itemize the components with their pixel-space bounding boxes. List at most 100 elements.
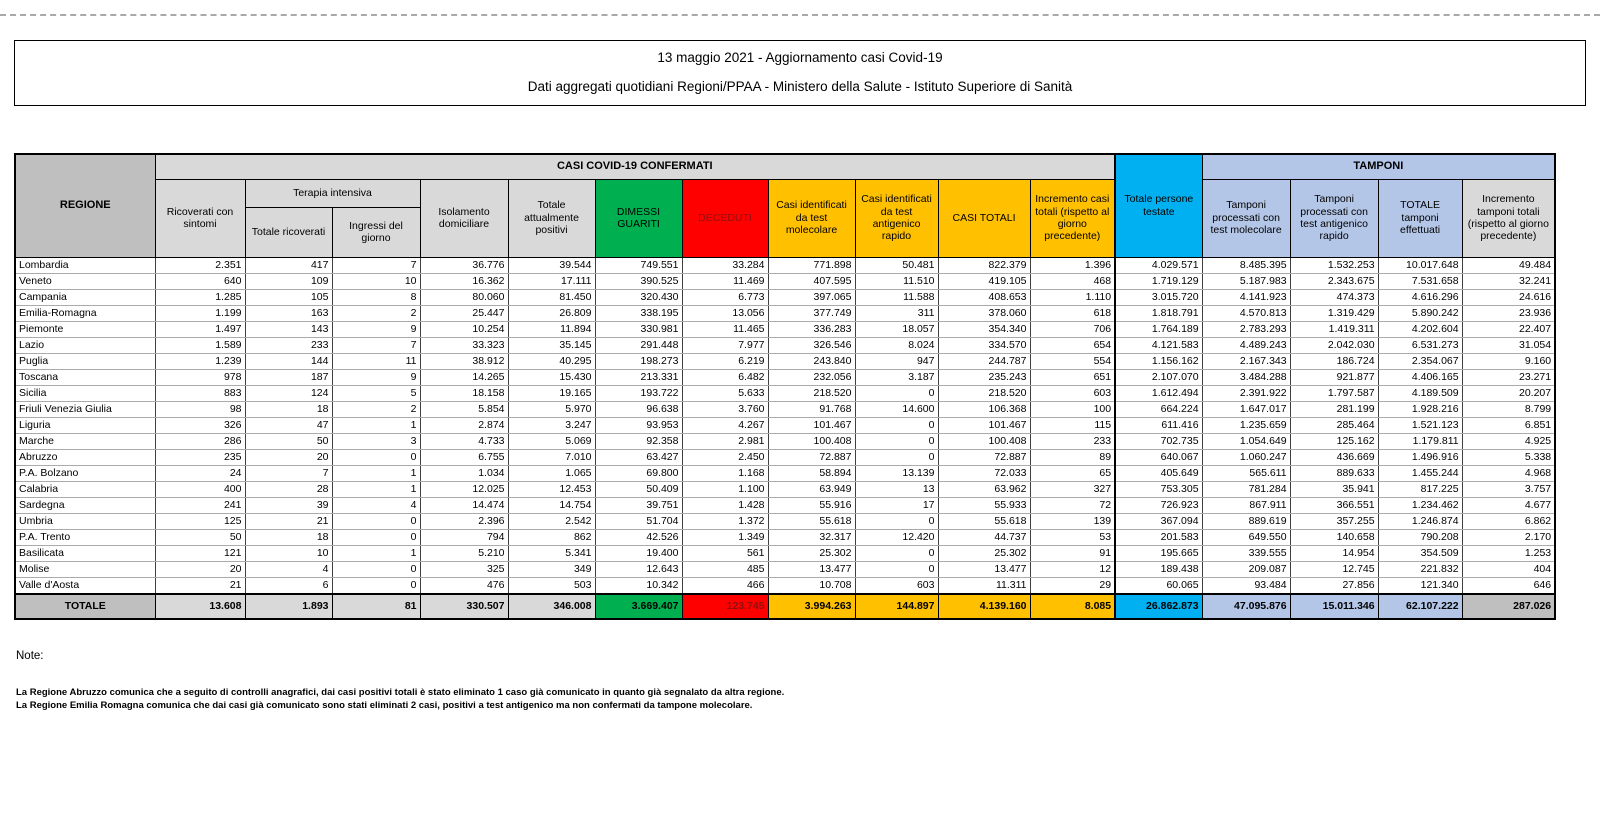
value-cell: 3.247 <box>507 416 596 434</box>
value-cell: 5.854 <box>419 400 509 418</box>
value-cell: 11.469 <box>681 272 769 290</box>
value-cell: 109 <box>244 272 333 290</box>
value-cell: 2.874 <box>419 416 509 434</box>
value-cell: 1.234.462 <box>1377 496 1463 514</box>
value-cell: 3.015.720 <box>1114 288 1203 306</box>
value-cell: 13.477 <box>767 560 856 578</box>
value-cell: 18.158 <box>419 384 509 402</box>
value-cell: 9.160 <box>1461 352 1556 370</box>
total-value-cell: 1.893 <box>244 592 333 620</box>
value-cell: 14.474 <box>419 496 509 514</box>
value-cell: 0 <box>331 560 421 578</box>
value-cell: 63.949 <box>767 480 856 498</box>
notes-heading: Note: <box>16 649 44 662</box>
value-cell: 25.447 <box>419 304 509 322</box>
table-row: Basilicata 121 10 1 5.210 5.341 19.400 561 25.30… <box>14 544 1556 562</box>
value-cell: 1.455.244 <box>1377 464 1463 482</box>
region-name: Calabria <box>14 480 156 498</box>
value-cell: 195.665 <box>1114 544 1203 562</box>
value-cell: 6.862 <box>1461 512 1556 530</box>
value-cell: 862 <box>507 528 596 546</box>
value-cell: 26.809 <box>507 304 596 322</box>
region-name: Campania <box>14 288 156 306</box>
value-cell: 320.430 <box>594 288 683 306</box>
value-cell: 1.818.791 <box>1114 304 1203 322</box>
value-cell: 93.953 <box>594 416 683 434</box>
value-cell: 2.396 <box>419 512 509 530</box>
value-cell: 7 <box>331 336 421 354</box>
total-value-cell: 330.507 <box>419 592 509 620</box>
value-cell: 0 <box>331 576 421 594</box>
total-value-cell: 26.862.873 <box>1114 592 1203 620</box>
value-cell: 39.544 <box>507 256 596 274</box>
value-cell: 55.933 <box>937 496 1031 514</box>
table-header: REGIONE CASI COVID-19 CONFERMATI Totale … <box>14 153 1556 258</box>
value-cell: 4.141.923 <box>1201 288 1291 306</box>
table-row: Marche 286 50 3 4.733 5.069 92.358 2.981 100.408… <box>14 432 1556 450</box>
value-cell: 9 <box>331 320 421 338</box>
col-header-regione: REGIONE <box>14 153 156 258</box>
total-value-cell: 346.008 <box>507 592 596 620</box>
value-cell: 29 <box>1029 576 1116 594</box>
value-cell: 24 <box>154 464 246 482</box>
region-name: Emilia-Romagna <box>14 304 156 322</box>
group-header-casi-confermati: CASI COVID-19 CONFERMATI <box>154 153 1116 180</box>
value-cell: 189.438 <box>1114 560 1203 578</box>
value-cell: 12.453 <box>507 480 596 498</box>
region-name: Liguria <box>14 416 156 434</box>
col-header-tamponi-molecolare: Tamponi processati con test molecolare <box>1201 178 1291 258</box>
value-cell: 867.911 <box>1201 496 1291 514</box>
value-cell: 27.856 <box>1289 576 1379 594</box>
col-header-casi-totali: CASI TOTALI <box>937 178 1031 258</box>
col-header-incremento-casi-totali: Incremento casi totali (rispetto al gior… <box>1029 178 1116 258</box>
value-cell: 25.302 <box>767 544 856 562</box>
value-cell: 565.611 <box>1201 464 1291 482</box>
region-name: Piemonte <box>14 320 156 338</box>
value-cell: 201.583 <box>1114 528 1203 546</box>
region-name: Sicilia <box>14 384 156 402</box>
value-cell: 2.170 <box>1461 528 1556 546</box>
value-cell: 55.916 <box>767 496 856 514</box>
table-row: P.A. Bolzano 24 7 1 1.034 1.065 69.800 1.168 58.… <box>14 464 1556 482</box>
value-cell: 81.450 <box>507 288 596 306</box>
value-cell: 390.525 <box>594 272 683 290</box>
value-cell: 1.497 <box>154 320 246 338</box>
value-cell: 12.025 <box>419 480 509 498</box>
value-cell: 1.928.216 <box>1377 400 1463 418</box>
value-cell: 4.733 <box>419 432 509 450</box>
col-header-totale-persone-testate: Totale persone testate <box>1114 153 1203 258</box>
value-cell: 311 <box>854 304 939 322</box>
covid-table: REGIONE CASI COVID-19 CONFERMATI Totale … <box>14 153 1557 620</box>
value-cell: 338.195 <box>594 304 683 322</box>
value-cell: 1.612.494 <box>1114 384 1203 402</box>
value-cell: 325 <box>419 560 509 578</box>
value-cell: 50 <box>244 432 333 450</box>
table-row: Friuli Venezia Giulia 98 18 2 5.854 5.970 96.6… <box>14 400 1556 418</box>
value-cell: 706 <box>1029 320 1116 338</box>
value-cell: 664.224 <box>1114 400 1203 418</box>
value-cell: 0 <box>854 432 939 450</box>
value-cell: 28 <box>244 480 333 498</box>
region-name: Valle d'Aosta <box>14 576 156 594</box>
value-cell: 0 <box>854 448 939 466</box>
value-cell: 50.481 <box>854 256 939 274</box>
value-cell: 58.894 <box>767 464 856 482</box>
table-row: Toscana 978 187 9 14.265 15.430 213.331 6.482 23… <box>14 368 1556 386</box>
value-cell: 883 <box>154 384 246 402</box>
value-cell: 38.912 <box>419 352 509 370</box>
total-label: TOTALE <box>14 592 156 620</box>
value-cell: 651 <box>1029 368 1116 386</box>
value-cell: 11.311 <box>937 576 1031 594</box>
value-cell: 100.408 <box>937 432 1031 450</box>
value-cell: 1.396 <box>1029 256 1116 274</box>
value-cell: 2 <box>331 400 421 418</box>
region-name: Veneto <box>14 272 156 290</box>
total-value-cell: 47.095.876 <box>1201 592 1291 620</box>
value-cell: 7 <box>331 256 421 274</box>
value-cell: 503 <box>507 576 596 594</box>
value-cell: 18 <box>244 400 333 418</box>
value-cell: 55.618 <box>767 512 856 530</box>
value-cell: 106.368 <box>937 400 1031 418</box>
value-cell: 101.467 <box>937 416 1031 434</box>
region-name: Sardegna <box>14 496 156 514</box>
